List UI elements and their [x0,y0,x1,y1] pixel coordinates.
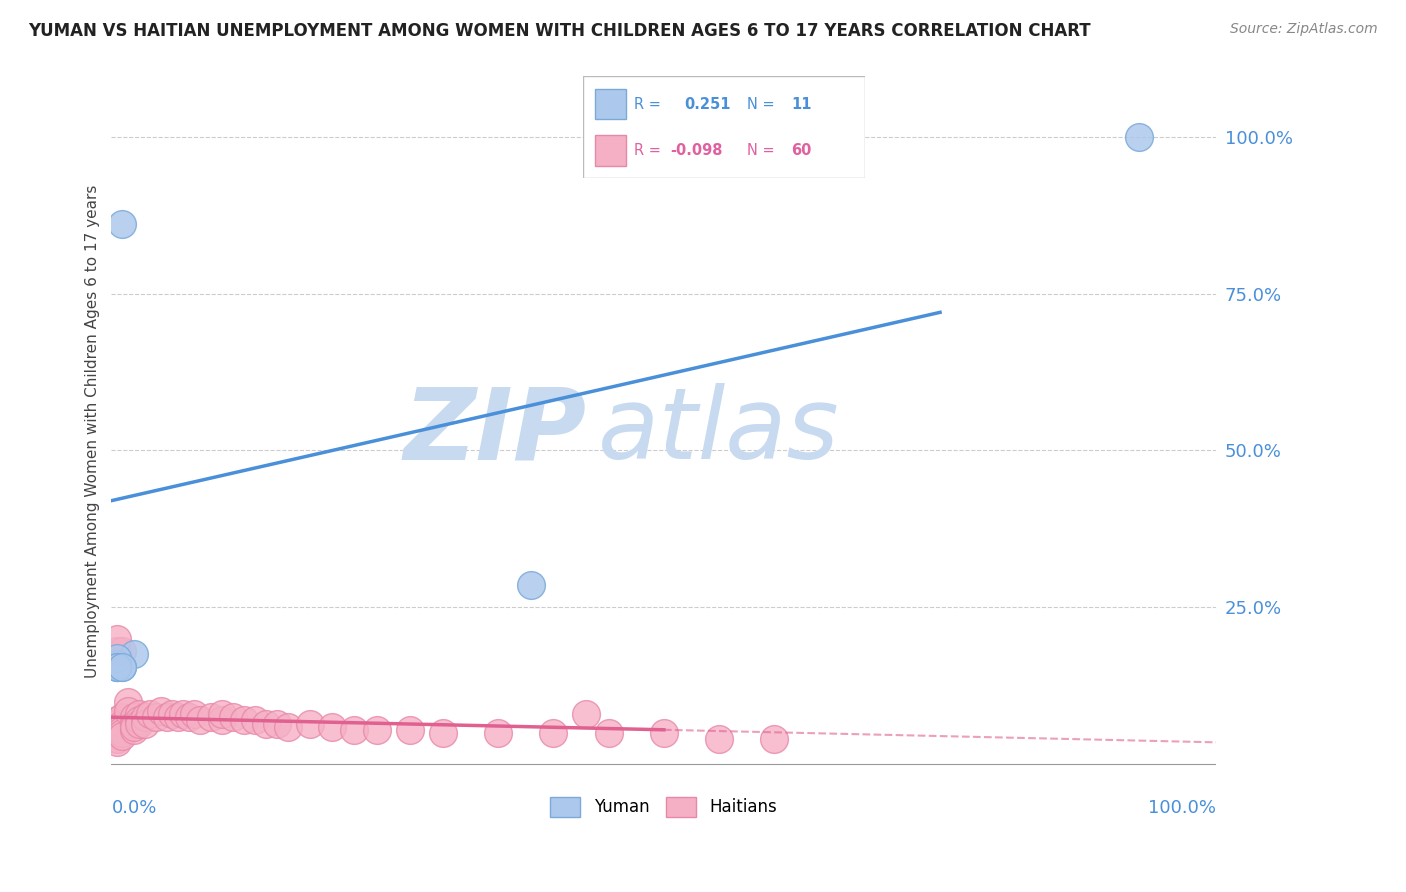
Point [105,657,128,671]
FancyBboxPatch shape [583,76,865,178]
Point [277,720,299,734]
Point [105,660,128,674]
Point [145,710,167,724]
Point [139,707,162,722]
Point [266,716,288,731]
Point [111,660,134,674]
Text: atlas: atlas [598,383,839,480]
Point [111,726,134,740]
Point [233,714,256,728]
Point [105,720,128,734]
Point [105,660,128,674]
Point [299,716,322,731]
Point [150,704,173,718]
Point [211,714,233,728]
Text: R =: R = [634,143,661,158]
Point [111,729,134,743]
Point [160,707,183,722]
Point [652,726,675,740]
Point [366,723,388,737]
Point [105,714,128,728]
Text: 11: 11 [792,96,813,112]
Point [111,218,134,232]
Y-axis label: Unemployment Among Women with Children Ages 6 to 17 years: Unemployment Among Women with Children A… [86,185,100,678]
Point [211,707,233,722]
Text: 100.0%: 100.0% [1149,799,1216,817]
Point [122,710,145,724]
Point [543,726,565,740]
Point [188,714,211,728]
Point [111,723,134,737]
Point [183,707,205,722]
Point [111,720,134,734]
Point [111,660,134,674]
Point [122,720,145,734]
Text: N =: N = [747,143,775,158]
Point [707,732,730,747]
Point [128,716,150,731]
Point [432,726,454,740]
Text: Source: ZipAtlas.com: Source: ZipAtlas.com [1230,22,1378,37]
Point [134,716,156,731]
Text: 60: 60 [792,143,811,158]
Point [117,704,139,718]
Point [105,726,128,740]
Point [486,726,509,740]
Point [172,707,194,722]
Point [575,707,598,722]
Point [105,632,128,646]
Point [321,720,343,734]
Text: ZIP: ZIP [404,383,586,480]
Text: R =: R = [634,96,661,112]
Point [105,735,128,749]
Point [243,714,266,728]
Point [105,650,128,665]
Point [122,723,145,737]
Point [598,726,620,740]
Point [254,716,277,731]
Text: N =: N = [747,96,775,112]
Bar [595,135,626,166]
Point [134,710,156,724]
Point [166,710,188,724]
Point [122,716,145,731]
Text: -0.098: -0.098 [671,143,723,158]
Point [111,644,134,658]
Point [398,723,420,737]
Point [105,732,128,747]
Point [105,716,128,731]
Text: 0.0%: 0.0% [111,799,157,817]
Point [200,710,222,724]
Point [105,660,128,674]
Point [177,710,200,724]
Point [1128,129,1150,144]
Point [105,723,128,737]
Point [156,710,179,724]
Point [128,714,150,728]
Point [111,716,134,731]
Point [105,732,128,747]
Legend: Yuman, Haitians: Yuman, Haitians [544,790,785,824]
Point [343,723,366,737]
Point [520,578,543,592]
Point [105,644,128,658]
Text: 0.251: 0.251 [685,96,731,112]
Point [122,648,145,662]
Point [222,710,245,724]
Point [117,694,139,708]
Point [111,710,134,724]
Point [763,732,786,747]
Bar [595,88,626,120]
Text: YUMAN VS HAITIAN UNEMPLOYMENT AMONG WOMEN WITH CHILDREN AGES 6 TO 17 YEARS CORRE: YUMAN VS HAITIAN UNEMPLOYMENT AMONG WOME… [28,22,1091,40]
Point [128,707,150,722]
